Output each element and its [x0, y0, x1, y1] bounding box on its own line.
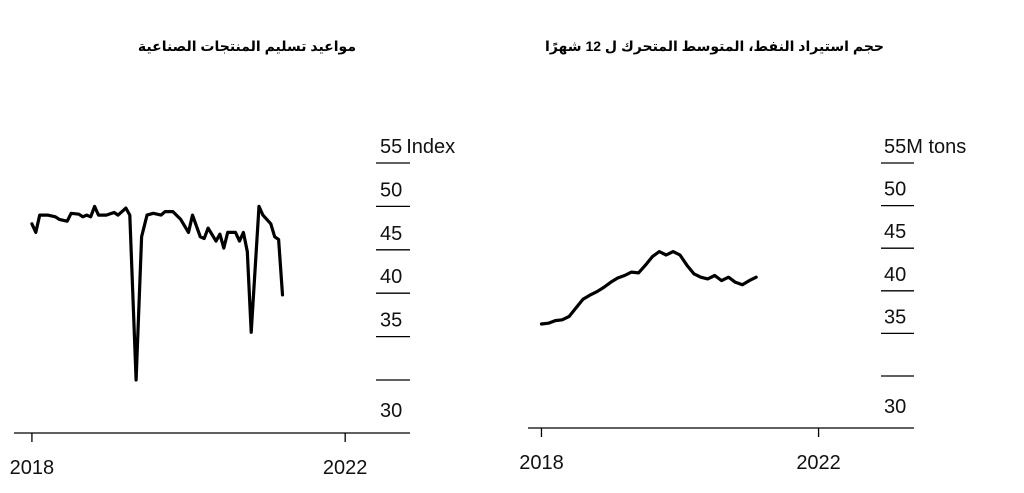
- y-axis-unit: M tons: [906, 136, 966, 158]
- x-tick-label: 2022: [323, 457, 368, 479]
- series-line: [30, 204, 285, 382]
- y-tick-label: 45: [380, 223, 402, 245]
- chart-title: مواعيد تسليم المنتجات الصناعية: [137, 38, 356, 54]
- x-tick-label: 2022: [796, 452, 841, 474]
- chart-panel-delivery-times: مواعيد تسليم المنتجات الصناعية 55 Index 5…: [10, 38, 456, 479]
- y-tick-label: 40: [884, 264, 906, 286]
- y-tick-label: 50: [380, 179, 402, 201]
- y-tick-label: 30: [380, 400, 402, 422]
- chart-title-part: شهرًا: [545, 38, 586, 54]
- x-tick-label: 2018: [10, 457, 55, 479]
- chart-title: حجم استيراد النفط، المتوسط المتحرك ل 12 …: [545, 38, 884, 55]
- y-axis-unit: Index: [406, 136, 455, 158]
- y-tick-label: 55: [380, 136, 402, 158]
- y-tick-label: 50: [884, 179, 906, 201]
- x-tick-label: 2018: [519, 452, 564, 474]
- y-tick-label: 45: [884, 221, 906, 243]
- chart-panel-oil-imports: حجم استيراد النفط، المتوسط المتحرك ل 12 …: [512, 0, 1024, 493]
- chart-title-part: حجم استيراد النفط، المتوسط المتحرك ل: [601, 38, 884, 54]
- series-line: [539, 250, 758, 326]
- y-tick-label: 30: [884, 396, 906, 418]
- y-tick-label: 55: [884, 136, 906, 158]
- y-tick-label: 40: [380, 266, 402, 288]
- y-tick-label: 35: [380, 310, 402, 332]
- y-tick-label: 35: [884, 306, 906, 328]
- chart-title-number: 12: [585, 38, 602, 54]
